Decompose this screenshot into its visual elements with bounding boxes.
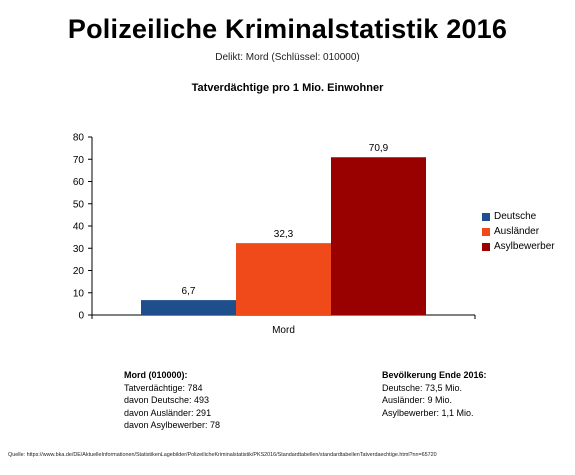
mord-stats-block: Mord (010000): Tatverdächtige: 784 davon… [124,369,220,432]
chart-labels: 6,7 32,3 70,9 [182,143,389,297]
legend-label-asylbewerber: Asylbewerber [494,241,555,252]
legend-item-auslaender: Ausländer [482,224,555,239]
bar-asylbewerber [331,157,426,315]
mord-stats-line: davon Ausländer: 291 [124,407,212,418]
page-title: Polizeiliche Kriminalstatistik 2016 [67,14,508,44]
legend-label-auslaender: Ausländer [494,226,540,237]
y-tick-label: 30 [73,244,85,255]
legend-item-deutsche: Deutsche [482,209,555,224]
data-label-deutsche: 6,7 [182,286,196,297]
population-block: Bevölkerung Ende 2016: Deutsche: 73,5 Mi… [382,369,487,419]
population-line: Asylbewerber: 1,1 Mio. [382,407,474,418]
chart-bars [141,157,426,315]
y-tick-label: 40 [73,222,85,233]
bar-deutsche [141,300,236,315]
y-tick-label: 80 [73,133,85,144]
mord-stats-line: Tatverdächtige: 784 [124,382,203,393]
x-tick-label: Mord [272,325,295,336]
chart-title: Tatverdächtige pro 1 Mio. Einwohner [191,82,384,94]
chart-legend: Deutsche Ausländer Asylbewerber [482,209,555,254]
bar-ausländer [236,243,331,315]
legend-swatch-deutsche [482,212,490,221]
y-tick-label: 20 [73,266,85,277]
legend-swatch-auslaender [482,227,490,236]
y-tick-label: 70 [73,155,85,166]
y-tick-label: 50 [73,199,85,210]
page-subtitle: Delikt: Mord (Schlüssel: 010000) [215,52,360,63]
data-label-ausländer: 32,3 [274,229,294,240]
population-line: Deutsche: 73,5 Mio. [382,382,463,393]
legend-swatch-asylbewerber [482,242,490,251]
mord-stats-heading: Mord (010000): [124,370,188,380]
source-link[interactable]: Quelle: https://www.bka.de/DE/AktuelleIn… [8,452,437,458]
mord-stats-line: davon Asylbewerber: 78 [124,420,221,430]
data-label-asylbewerber: 70,9 [369,143,389,154]
population-heading: Bevölkerung Ende 2016: [382,370,487,380]
mord-stats-line: davon Deutsche: 493 [124,395,210,405]
y-tick-label: 10 [73,288,85,299]
population-line: Ausländer: 9 Mio. [382,395,453,405]
y-tick-label: 60 [73,177,85,188]
legend-label-deutsche: Deutsche [494,211,537,222]
legend-item-asylbewerber: Asylbewerber [482,239,555,254]
y-tick-label: 0 [78,311,84,322]
bar-chart: 0 10 20 30 40 50 60 70 80 Mord 6,7 32,3 70,9 [73,133,476,336]
